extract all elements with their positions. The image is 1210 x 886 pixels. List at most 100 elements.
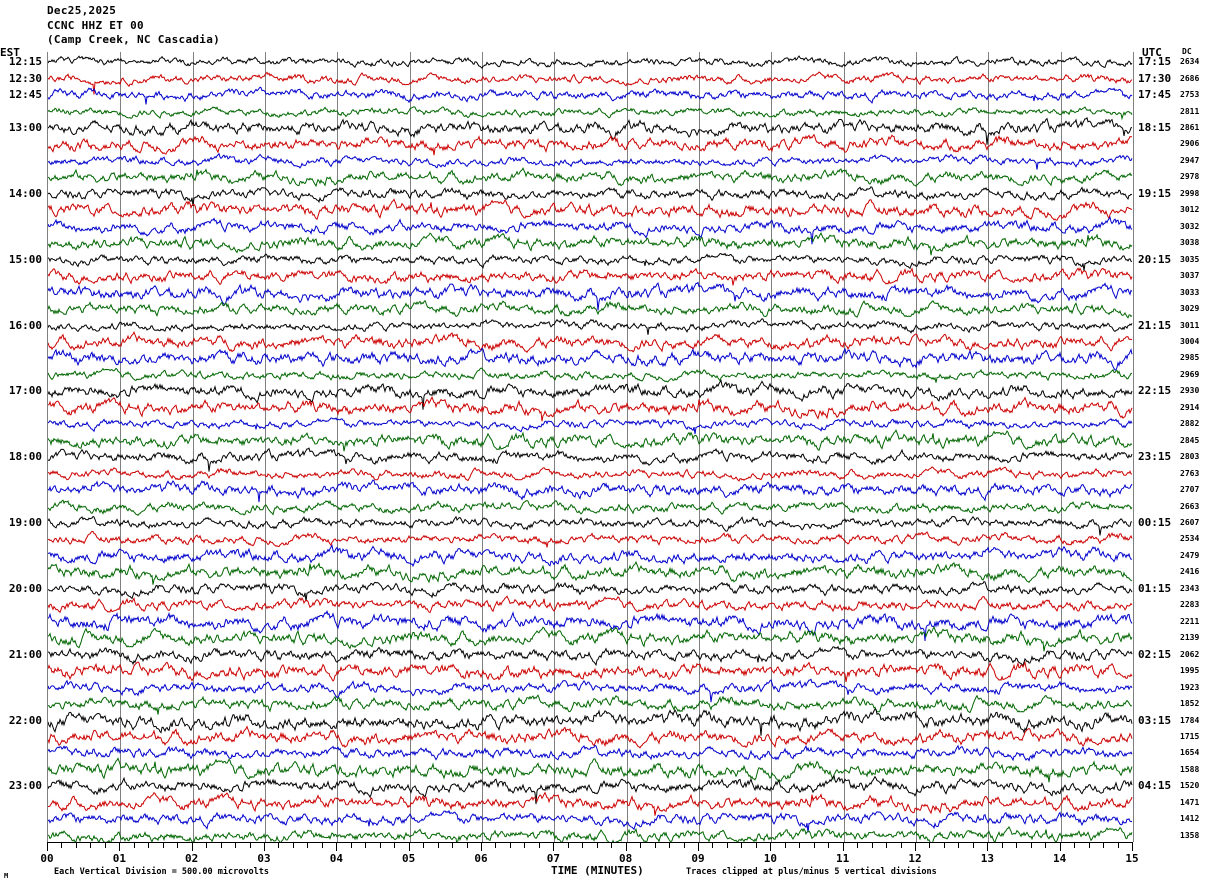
x-axis-minor-tick <box>495 842 497 848</box>
x-axis-major-tick <box>264 842 265 851</box>
utc-time-label: 20:15 <box>1138 252 1172 266</box>
seismic-trace <box>48 725 1133 749</box>
est-time-label: 13:00 <box>8 121 42 135</box>
dc-value-label: 1995 <box>1180 666 1200 676</box>
est-time-label: 12:45 <box>8 88 42 102</box>
corner-mark: M <box>4 872 9 880</box>
seismic-trace <box>48 134 1133 156</box>
x-axis-minor-tick <box>90 842 92 848</box>
est-time-label: 21:00 <box>8 647 42 661</box>
utc-time-label: 22:15 <box>1138 384 1172 398</box>
est-time-label: 12:30 <box>8 71 42 85</box>
seismogram-plot-area <box>47 52 1134 842</box>
x-axis-minor-tick <box>437 842 439 848</box>
x-axis-minor-tick <box>379 842 381 848</box>
x-axis-minor-tick <box>683 842 685 848</box>
seismic-trace <box>48 215 1133 245</box>
x-axis-ticks <box>47 842 1133 852</box>
x-axis-tick-label: 03 <box>257 852 271 865</box>
x-axis-major-tick <box>915 842 916 851</box>
dc-value-label: 2663 <box>1180 501 1200 511</box>
seismic-trace <box>48 198 1132 222</box>
x-axis-minor-tick <box>292 842 294 848</box>
x-axis-major-tick <box>625 842 627 851</box>
x-axis-minor-tick <box>75 842 77 848</box>
x-axis-minor-tick <box>452 842 454 848</box>
x-axis-minor-tick <box>828 842 830 848</box>
seismic-trace <box>48 544 1133 568</box>
header-location: (Camp Creek, NC Cascadia) <box>47 33 221 46</box>
seismic-trace <box>48 267 1133 286</box>
x-axis-minor-tick <box>741 842 743 848</box>
dc-value-label: 2763 <box>1180 468 1200 478</box>
seismic-trace <box>48 515 1133 536</box>
x-axis-minor-tick <box>929 842 931 848</box>
seismic-trace <box>48 810 1133 833</box>
seismic-trace <box>48 105 1133 121</box>
seismic-trace <box>48 757 1133 783</box>
vertical-gridline <box>699 52 700 842</box>
x-axis-major-tick <box>1132 842 1133 851</box>
chart-header: Dec25,2025 CCNC HHZ ET 00 (Camp Creek, N… <box>47 4 220 48</box>
dc-value-label: 1471 <box>1180 797 1200 807</box>
dc-value-label: 2969 <box>1180 369 1200 379</box>
x-axis-minor-tick <box>538 842 540 848</box>
vertical-gridline <box>482 52 483 842</box>
seismic-trace <box>48 232 1133 256</box>
dc-value-label: 2845 <box>1180 435 1200 445</box>
x-axis-minor-tick <box>958 842 960 848</box>
dc-value-label: 2416 <box>1180 567 1200 577</box>
x-axis-minor-tick <box>394 842 396 848</box>
dc-value-label: 1520 <box>1180 781 1200 791</box>
x-axis-major-tick <box>770 842 772 851</box>
vertical-gridline <box>988 52 990 842</box>
x-axis-minor-tick <box>611 842 613 848</box>
seismic-trace <box>48 367 1133 383</box>
dc-value-label: 1923 <box>1180 682 1200 692</box>
vertical-scale-note: Each Vertical Division = 500.00 microvol… <box>54 867 269 877</box>
dc-value-label: 2479 <box>1180 550 1200 560</box>
utc-time-label: 17:45 <box>1138 88 1172 102</box>
x-axis-major-tick <box>1059 842 1061 851</box>
x-axis-minor-tick <box>148 842 150 848</box>
x-axis-minor-tick <box>104 842 106 848</box>
x-axis-tick-label: 02 <box>185 852 199 865</box>
dc-value-label: 3035 <box>1180 254 1200 264</box>
x-axis-minor-tick <box>784 842 786 848</box>
dc-value-label: 2978 <box>1180 172 1200 182</box>
x-axis-minor-tick <box>206 842 208 848</box>
dc-value-label: 3032 <box>1180 221 1200 231</box>
seismic-trace <box>48 694 1133 715</box>
x-axis-tick-label: 13 <box>980 852 994 865</box>
dc-value-label: 1784 <box>1180 715 1200 725</box>
seismic-trace <box>48 531 1133 549</box>
seismic-trace <box>48 167 1133 188</box>
x-axis-tick-label: 14 <box>1053 852 1067 865</box>
est-time-label: 14:00 <box>8 186 42 200</box>
seismic-trace <box>48 395 1133 422</box>
seismic-trace <box>48 71 1133 95</box>
vertical-gridline <box>409 52 411 842</box>
dc-value-label: 2906 <box>1180 139 1200 149</box>
dc-value-label: 3037 <box>1180 271 1200 281</box>
x-axis-minor-tick <box>669 842 671 848</box>
header-date: Dec25,2025 <box>47 4 117 17</box>
vertical-gridline <box>192 52 194 842</box>
dc-value-label: 2882 <box>1180 419 1200 429</box>
x-axis-major-tick <box>191 842 193 851</box>
seismic-trace <box>48 331 1133 353</box>
seismic-trace <box>48 595 1133 614</box>
x-axis-minor-tick <box>712 842 714 848</box>
x-axis-minor-tick <box>61 842 63 848</box>
seismic-trace <box>48 317 1133 335</box>
x-axis-tick-label: 05 <box>402 852 416 865</box>
vertical-gridline <box>626 52 628 842</box>
x-axis-tick-label: 12 <box>908 852 922 865</box>
vertical-gridline <box>1060 52 1062 842</box>
dc-value-label: 2914 <box>1180 402 1200 412</box>
seismic-trace <box>48 645 1133 667</box>
x-axis-minor-tick <box>567 842 569 848</box>
x-axis-minor-tick <box>1074 842 1076 848</box>
utc-time-label: 00:15 <box>1138 516 1172 530</box>
x-axis-minor-tick <box>813 842 815 848</box>
